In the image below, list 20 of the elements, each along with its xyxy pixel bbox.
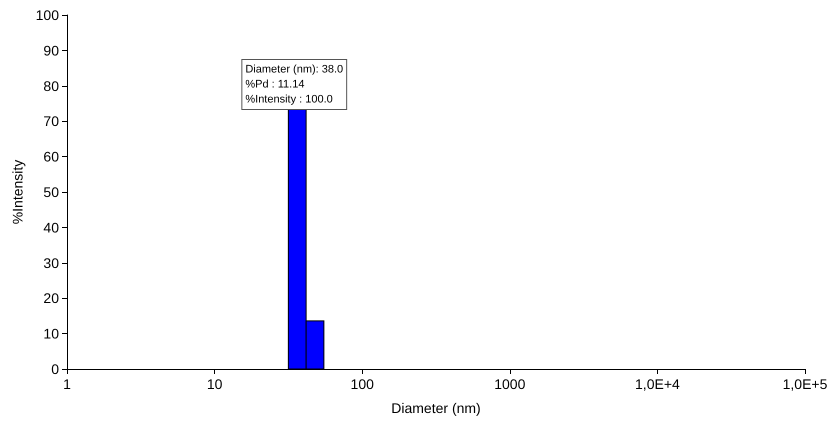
y-tick-label: 40 [43, 219, 60, 236]
y-tick-label: 0 [51, 361, 60, 377]
y-tick-label: 80 [43, 78, 60, 94]
y-tick-label: 100 [36, 7, 60, 23]
y-tick-label: 90 [43, 42, 60, 58]
y-tick-label: 50 [43, 184, 60, 200]
x-tick-label: 10 [206, 376, 223, 392]
x-tick-label: 100 [350, 376, 374, 392]
annotation: Diameter (nm): 38.0 %Pd : 11.14 %Intensity : 100.0 [245, 64, 344, 106]
y-tick-label: 60 [43, 148, 60, 165]
x-axis-title: Diameter (nm) [391, 400, 481, 416]
x-tick-label: 1,0E+4 [635, 376, 680, 392]
x-tick-label: 1,0E+5 [782, 376, 828, 392]
y-tick-label: 70 [43, 113, 60, 130]
y-axis-title: %Intensity [10, 160, 26, 224]
x-tick-label: 1000 [494, 376, 526, 392]
x-tick-label: 1 [63, 376, 72, 392]
y-tick-label: 20 [43, 290, 60, 306]
y-tick-label: 30 [43, 254, 60, 271]
y-tick-label: 10 [43, 326, 60, 342]
